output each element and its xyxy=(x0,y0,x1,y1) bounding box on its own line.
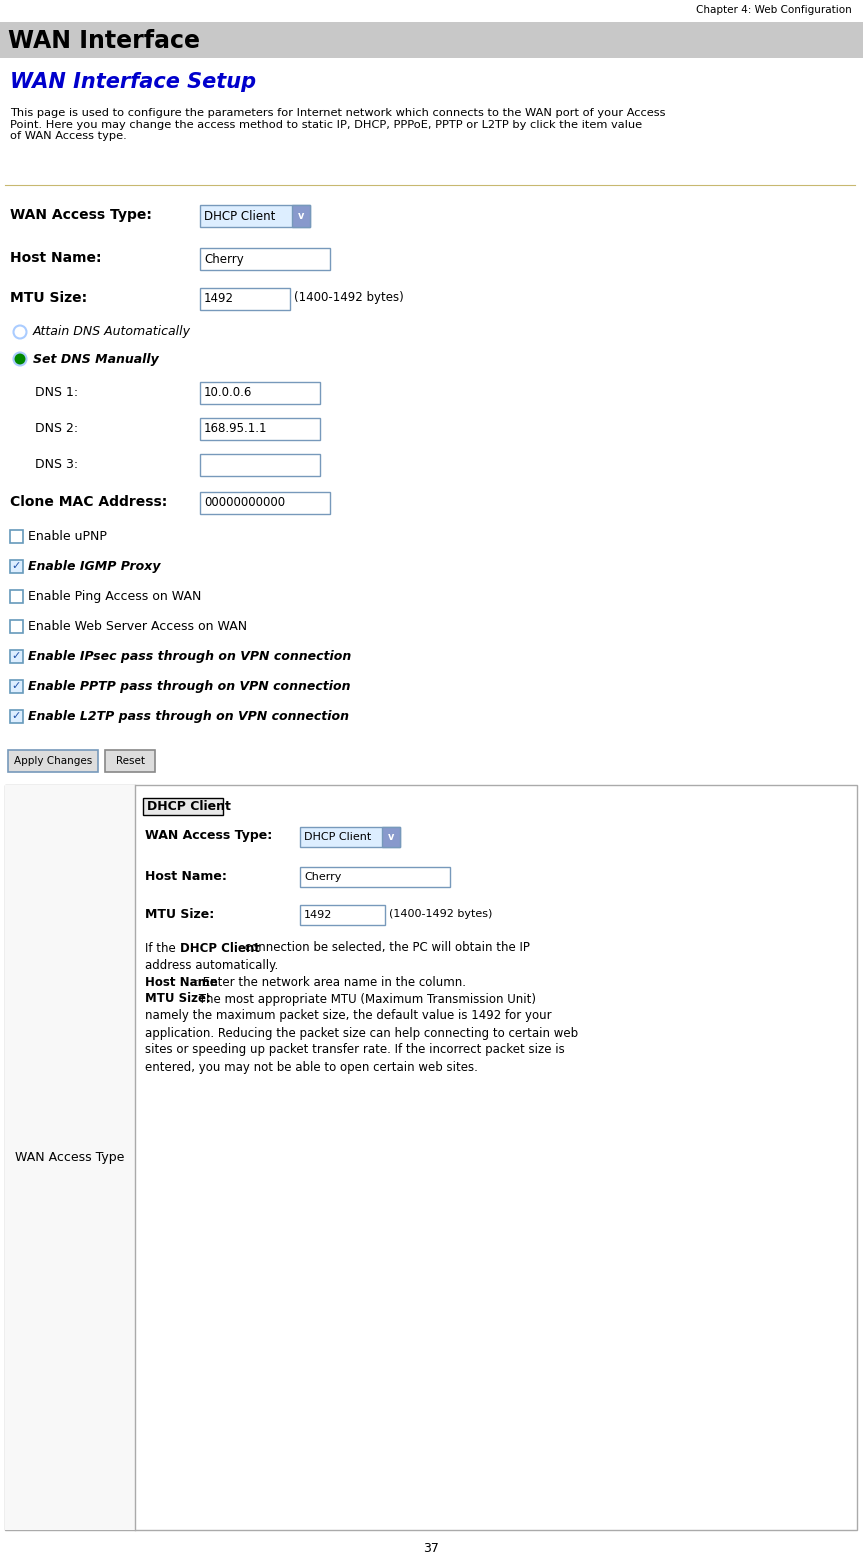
Text: application. Reducing the packet size can help connecting to certain web: application. Reducing the packet size ca… xyxy=(145,1026,578,1039)
Text: 10.0.0.6: 10.0.0.6 xyxy=(204,387,252,400)
Text: ✓: ✓ xyxy=(12,561,22,572)
Text: connection be selected, the PC will obtain the IP: connection be selected, the PC will obta… xyxy=(241,941,529,955)
Text: v: v xyxy=(298,211,304,221)
Text: Enable IGMP Proxy: Enable IGMP Proxy xyxy=(28,560,161,572)
Text: DHCP Client: DHCP Client xyxy=(204,210,275,222)
Text: address automatically.: address automatically. xyxy=(145,958,278,972)
Bar xyxy=(10,650,23,662)
Text: namely the maximum packet size, the default value is 1492 for your: namely the maximum packet size, the defa… xyxy=(145,1009,551,1023)
Text: DHCP Client: DHCP Client xyxy=(304,832,371,841)
Text: (1400-1492 bytes): (1400-1492 bytes) xyxy=(389,910,493,919)
Text: WAN Access Type: WAN Access Type xyxy=(16,1151,124,1165)
Text: DNS 2:: DNS 2: xyxy=(35,421,79,434)
Text: Host Name: Host Name xyxy=(145,975,217,989)
Text: ✓: ✓ xyxy=(12,681,22,692)
Bar xyxy=(10,560,23,572)
Text: Reset: Reset xyxy=(116,756,144,767)
Bar xyxy=(8,750,98,771)
Text: 00000000000: 00000000000 xyxy=(204,496,285,510)
Text: Cherry: Cherry xyxy=(204,252,243,266)
Bar xyxy=(10,530,23,543)
Text: Attain DNS Automatically: Attain DNS Automatically xyxy=(33,325,191,339)
Text: Enable Ping Access on WAN: Enable Ping Access on WAN xyxy=(28,589,201,603)
Bar xyxy=(200,491,330,515)
Text: DHCP Client: DHCP Client xyxy=(147,799,231,813)
Text: MTU Size:: MTU Size: xyxy=(145,992,211,1006)
Bar xyxy=(10,680,23,694)
Text: DNS 1:: DNS 1: xyxy=(35,386,79,398)
Text: ✓: ✓ xyxy=(12,652,22,661)
Bar xyxy=(382,827,400,847)
Bar xyxy=(10,711,23,723)
Bar xyxy=(292,205,310,227)
Text: sites or speeding up packet transfer rate. If the incorrect packet size is: sites or speeding up packet transfer rat… xyxy=(145,1043,564,1056)
Text: entered, you may not be able to open certain web sites.: entered, you may not be able to open cer… xyxy=(145,1061,478,1073)
Text: Apply Changes: Apply Changes xyxy=(14,756,92,767)
Bar xyxy=(10,589,23,603)
Bar xyxy=(200,383,320,404)
Bar xyxy=(200,418,320,440)
Bar xyxy=(10,620,23,633)
Text: : Enter the network area name in the column.: : Enter the network area name in the col… xyxy=(194,975,465,989)
Text: The most appropriate MTU (Maximum Transmission Unit): The most appropriate MTU (Maximum Transm… xyxy=(194,992,536,1006)
Text: Cherry: Cherry xyxy=(304,872,342,882)
Bar xyxy=(200,454,320,476)
Bar xyxy=(5,785,135,1530)
Bar xyxy=(200,247,330,271)
Text: Enable IPsec pass through on VPN connection: Enable IPsec pass through on VPN connect… xyxy=(28,650,351,662)
Text: Enable PPTP pass through on VPN connection: Enable PPTP pass through on VPN connecti… xyxy=(28,680,350,694)
Text: If the: If the xyxy=(145,941,180,955)
Text: WAN Access Type:: WAN Access Type: xyxy=(10,208,152,222)
Text: 1492: 1492 xyxy=(304,910,332,921)
Bar xyxy=(200,205,310,227)
Circle shape xyxy=(14,353,27,365)
Text: This page is used to configure the parameters for Internet network which connect: This page is used to configure the param… xyxy=(10,107,665,142)
Text: 168.95.1.1: 168.95.1.1 xyxy=(204,423,268,435)
Bar xyxy=(5,785,857,1530)
Text: Chapter 4: Web Configuration: Chapter 4: Web Configuration xyxy=(696,5,852,16)
Bar xyxy=(300,905,385,925)
Text: WAN Interface: WAN Interface xyxy=(8,30,200,53)
Bar xyxy=(0,22,863,58)
Text: v: v xyxy=(387,832,394,841)
Text: WAN Interface Setup: WAN Interface Setup xyxy=(10,72,256,92)
Text: Host Name:: Host Name: xyxy=(10,250,102,264)
Text: Enable Web Server Access on WAN: Enable Web Server Access on WAN xyxy=(28,620,247,633)
Text: DNS 3:: DNS 3: xyxy=(35,457,79,471)
Bar xyxy=(200,288,290,309)
Text: Clone MAC Address:: Clone MAC Address: xyxy=(10,494,167,508)
Text: ✓: ✓ xyxy=(12,712,22,722)
Text: Enable uPNP: Enable uPNP xyxy=(28,530,107,543)
Text: Enable L2TP pass through on VPN connection: Enable L2TP pass through on VPN connecti… xyxy=(28,711,349,723)
Text: DHCP Client: DHCP Client xyxy=(180,941,260,955)
Text: (1400-1492 bytes): (1400-1492 bytes) xyxy=(294,291,404,305)
Text: 1492: 1492 xyxy=(204,292,234,305)
Bar xyxy=(300,827,400,847)
Text: MTU Size:: MTU Size: xyxy=(145,908,214,921)
Bar xyxy=(300,868,450,886)
Bar xyxy=(143,798,223,815)
Text: Set DNS Manually: Set DNS Manually xyxy=(33,353,159,365)
Text: Host Name:: Host Name: xyxy=(145,869,227,883)
Text: WAN Access Type:: WAN Access Type: xyxy=(145,829,272,843)
Text: MTU Size:: MTU Size: xyxy=(10,291,87,305)
Bar xyxy=(105,750,155,771)
Text: 37: 37 xyxy=(423,1541,439,1555)
